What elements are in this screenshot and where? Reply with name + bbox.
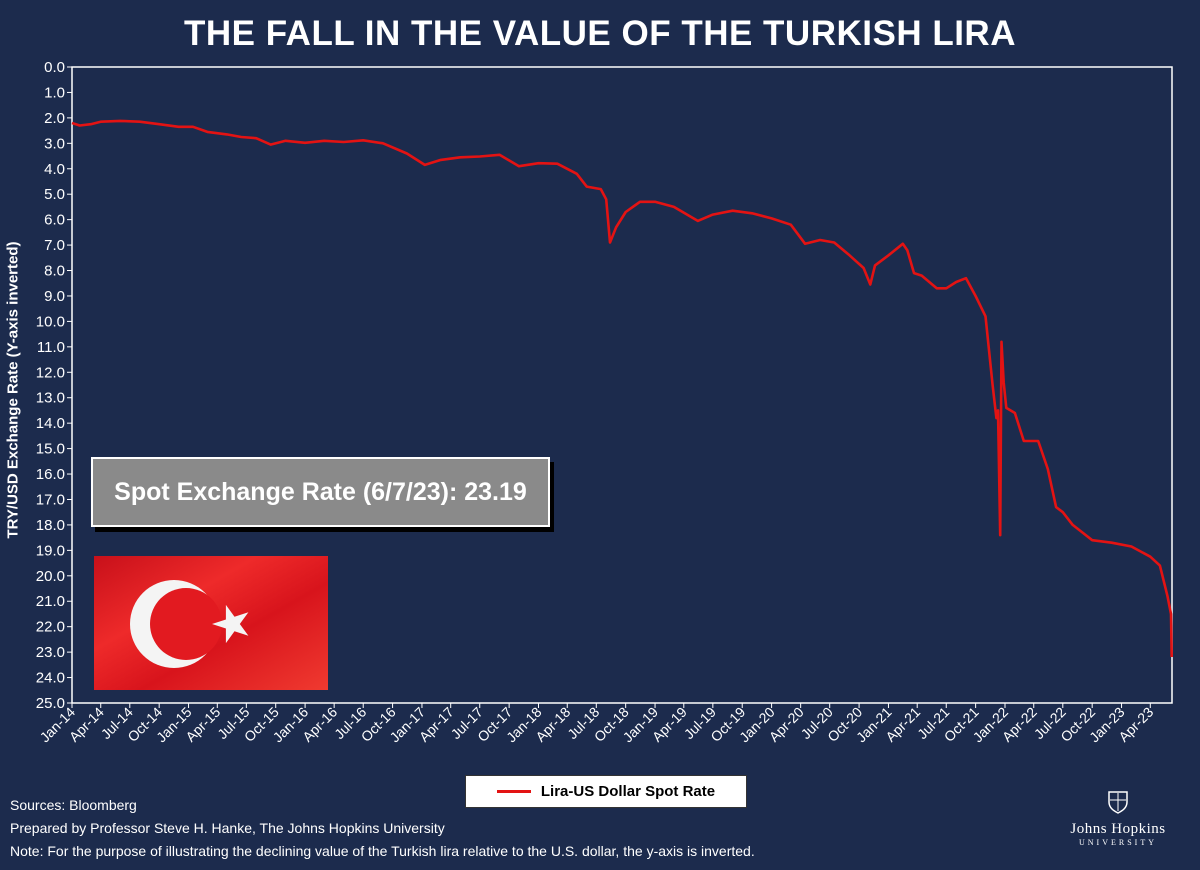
y-tick-label: 15.0 <box>36 441 65 458</box>
y-tick-label: 25.0 <box>36 695 65 712</box>
y-tick-label: 5.0 <box>44 186 65 203</box>
y-tick-label: 17.0 <box>36 491 65 508</box>
y-tick-label: 13.0 <box>36 390 65 407</box>
legend-swatch <box>496 790 531 793</box>
y-tick-label: 10.0 <box>36 313 65 330</box>
footer-sources: Sources: Bloomberg <box>10 797 137 813</box>
plot-frame <box>71 66 1173 704</box>
jhu-logo: Johns Hopkins UNIVERSITY <box>1058 790 1178 850</box>
turkey-flag-icon <box>94 556 328 690</box>
y-tick-label: 12.0 <box>36 364 65 381</box>
y-tick-label: 18.0 <box>36 517 65 534</box>
footer-note: Note: For the purpose of illustrating th… <box>10 843 755 859</box>
y-tick-label: 24.0 <box>36 670 65 687</box>
y-tick-label: 21.0 <box>36 593 65 610</box>
legend-entry: Lira-US Dollar Spot Rate <box>540 783 716 800</box>
y-tick-label: 11.0 <box>37 339 65 356</box>
y-tick-label: 20.0 <box>36 568 65 585</box>
y-tick-label: 7.0 <box>44 237 65 254</box>
y-tick-label: 2.0 <box>44 110 65 127</box>
x-axis-ticks: Jan-14Apr-14Jul-14Oct-14Jan-15Apr-15Jul-… <box>37 703 1157 745</box>
jhu-shield-icon <box>1108 791 1128 814</box>
series-line-lira-usd <box>71 119 1173 658</box>
y-tick-label: 0.0 <box>44 59 65 76</box>
y-tick-label: 8.0 <box>44 263 65 280</box>
y-axis-ticks: 0.0 1.0 2.0 3.0 4.0 5.0 6.0 7.0 8.0 9.0 10.0 11.0 12… <box>36 59 72 712</box>
y-tick-label: 14.0 <box>36 415 65 432</box>
spot-rate-callout: Spot Exchange Rate (6/7/23): 23.19 <box>91 457 550 527</box>
y-tick-label: 23.0 <box>36 644 65 661</box>
y-axis-label: TRY/USD Exchange Rate (Y-axis inverted) <box>4 241 22 539</box>
chart-axes <box>71 66 1173 704</box>
y-tick-label: 4.0 <box>44 161 65 178</box>
chart-legend: Lira-US Dollar Spot Rate <box>465 775 747 808</box>
y-tick-label: 3.0 <box>44 135 65 152</box>
footer-prepared: Prepared by Professor Steve H. Hanke, Th… <box>10 820 445 836</box>
y-tick-label: 1.0 <box>44 84 65 101</box>
y-tick-label: 22.0 <box>36 619 65 636</box>
y-tick-label: 16.0 <box>36 466 65 483</box>
chart-title: THE FALL IN THE VALUE OF THE TURKISH LIR… <box>184 14 1016 53</box>
jhu-logo-subtitle: UNIVERSITY <box>1079 838 1157 847</box>
y-tick-label: 19.0 <box>36 542 65 559</box>
jhu-logo-name: Johns Hopkins <box>1070 821 1166 837</box>
y-tick-label: 6.0 <box>44 212 65 229</box>
y-tick-label: 9.0 <box>44 288 65 305</box>
